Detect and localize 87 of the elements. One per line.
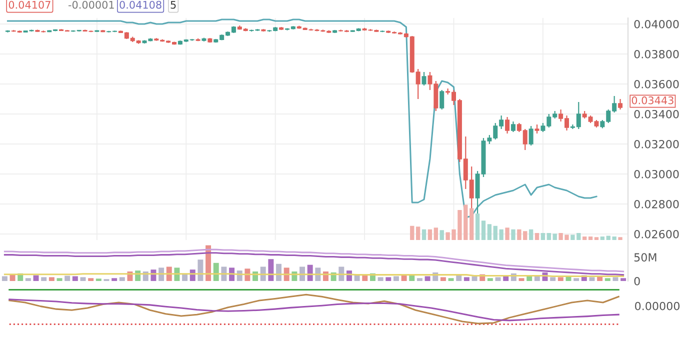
bar xyxy=(470,208,474,240)
bar xyxy=(25,278,31,281)
bar xyxy=(416,278,422,281)
y-tick-label: 50M xyxy=(634,253,656,262)
text: 0.04108 xyxy=(120,0,162,9)
y-tick-label: 0.03800 xyxy=(634,50,679,58)
bar xyxy=(48,277,54,281)
bar xyxy=(588,236,593,240)
y-tick-label: 0.04000 xyxy=(634,20,679,28)
bar xyxy=(440,230,444,240)
bar xyxy=(41,277,47,281)
bar xyxy=(511,229,516,240)
y-tick-label: 0.03600 xyxy=(634,80,679,88)
bar xyxy=(574,278,580,281)
bar xyxy=(56,278,62,281)
bar xyxy=(434,228,438,240)
bar xyxy=(213,262,219,281)
bar xyxy=(526,276,532,281)
bar xyxy=(401,275,407,281)
bar xyxy=(64,276,70,281)
bar xyxy=(198,260,204,281)
bar xyxy=(540,232,546,240)
bar xyxy=(410,226,414,240)
candlestick xyxy=(510,120,516,133)
bar xyxy=(422,229,426,240)
bar xyxy=(546,232,551,240)
bar xyxy=(582,236,587,240)
bar xyxy=(2,276,8,281)
line-series xyxy=(4,252,624,276)
text: 5 xyxy=(170,1,176,9)
bar xyxy=(448,278,454,281)
bar xyxy=(600,236,605,240)
bar xyxy=(424,276,430,281)
text: 0.00000 xyxy=(635,302,680,310)
y-tick-label: 0.03400 xyxy=(634,110,679,118)
bar xyxy=(481,220,486,240)
text: 0.04107 xyxy=(8,0,50,9)
bar xyxy=(528,229,534,240)
bar xyxy=(88,278,94,281)
bar xyxy=(80,277,86,281)
y-tick-label: 0.02800 xyxy=(634,200,679,208)
bar xyxy=(456,275,462,281)
bar xyxy=(464,277,470,281)
text: -0.00001 xyxy=(68,0,114,9)
bar xyxy=(119,277,125,281)
bar xyxy=(534,232,540,240)
bar xyxy=(276,264,282,281)
y-tick-label: 0 xyxy=(634,276,640,286)
bar xyxy=(618,237,622,240)
bar xyxy=(475,214,480,240)
line-series xyxy=(4,248,624,272)
text: 0.03443 xyxy=(632,96,674,104)
bar xyxy=(416,226,420,240)
bar xyxy=(505,228,510,240)
bar xyxy=(594,237,599,240)
bar xyxy=(552,234,557,240)
bar xyxy=(589,277,595,281)
bar xyxy=(612,277,618,281)
bar xyxy=(378,277,384,281)
bar xyxy=(386,277,392,281)
bar xyxy=(487,278,493,281)
bar xyxy=(550,277,556,281)
y-tick-label: 0.03200 xyxy=(634,140,679,148)
bar xyxy=(393,276,399,281)
bar xyxy=(362,275,368,281)
bar xyxy=(487,224,492,240)
bar xyxy=(495,277,501,281)
bar xyxy=(72,276,78,281)
bar xyxy=(112,278,118,281)
bar xyxy=(558,277,564,281)
bar xyxy=(268,259,274,281)
y-tick-label: 0.02600 xyxy=(634,230,679,238)
candlestick xyxy=(440,89,444,110)
bar xyxy=(620,278,626,281)
candlestick xyxy=(528,125,534,146)
bar xyxy=(428,229,432,240)
candlestick xyxy=(618,98,623,110)
bar xyxy=(33,275,39,281)
bar xyxy=(604,278,610,281)
y-tick-label: 0.03000 xyxy=(634,170,679,178)
bar xyxy=(10,274,16,281)
line-series xyxy=(6,18,598,218)
bar xyxy=(518,278,524,281)
bar xyxy=(307,264,313,281)
bar xyxy=(440,277,446,281)
candlestick xyxy=(422,71,426,86)
candlestick xyxy=(505,116,510,134)
